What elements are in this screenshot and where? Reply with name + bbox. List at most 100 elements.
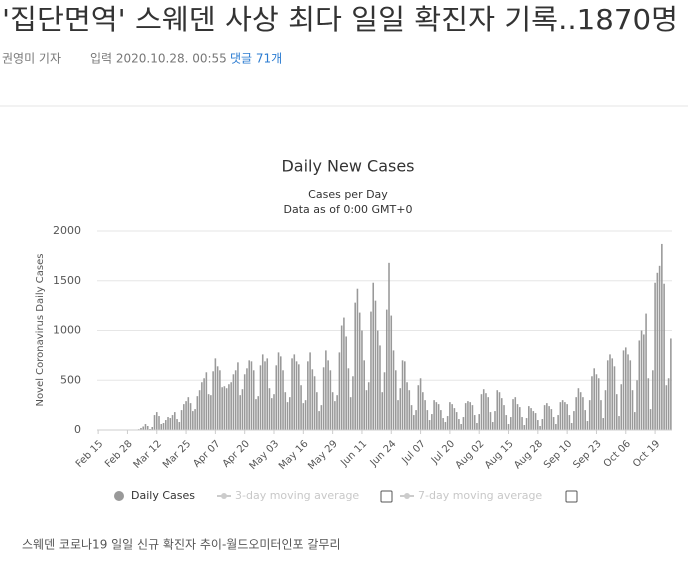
bar — [476, 423, 478, 430]
bar — [413, 415, 415, 430]
bar — [230, 382, 232, 430]
bar — [523, 425, 526, 430]
bar — [212, 371, 214, 430]
bar — [336, 395, 338, 430]
bar — [325, 350, 327, 430]
x-tick-label: May 29 — [306, 438, 340, 472]
bar — [579, 392, 582, 430]
bar — [478, 414, 480, 430]
chart-subtitle: Cases per Day — [308, 188, 388, 201]
bar — [588, 400, 591, 430]
bar — [658, 265, 661, 430]
bar — [358, 312, 361, 430]
bar — [198, 390, 201, 430]
bar — [286, 402, 289, 430]
bar — [485, 393, 487, 430]
bar — [302, 403, 305, 430]
bar — [550, 409, 553, 430]
bar — [304, 400, 307, 430]
bar — [480, 394, 483, 430]
bar — [239, 395, 241, 430]
bar — [158, 416, 160, 430]
bar — [415, 410, 417, 430]
bar — [624, 347, 627, 430]
legend-marker — [221, 493, 227, 499]
bar — [192, 411, 194, 430]
bar — [279, 356, 282, 430]
bar — [295, 361, 298, 430]
bar — [604, 390, 607, 430]
bar — [564, 402, 566, 430]
bar — [453, 408, 456, 430]
bar — [367, 382, 370, 430]
bar — [645, 313, 647, 430]
bar — [654, 282, 656, 430]
x-tick-label: Mar 25 — [161, 438, 193, 470]
bar — [473, 415, 476, 430]
bar — [345, 336, 347, 430]
bar — [347, 368, 350, 430]
comments[interactable]: 댓글 71개 — [230, 52, 282, 66]
bar — [586, 421, 589, 430]
bar — [437, 404, 440, 430]
bar — [257, 396, 260, 430]
x-tick-label: Aug 02 — [454, 438, 487, 471]
bar — [401, 360, 404, 430]
checkbox[interactable] — [565, 490, 578, 503]
bar — [329, 370, 332, 430]
bar — [629, 360, 632, 430]
y-tick-label: 2000 — [53, 224, 81, 237]
legend-marker — [114, 491, 124, 501]
bar — [597, 378, 600, 430]
bar — [634, 412, 636, 430]
x-tick-label: Jun 24 — [368, 438, 399, 469]
bar — [300, 385, 302, 430]
bar — [176, 419, 178, 430]
bar — [410, 405, 413, 430]
bar — [512, 399, 514, 430]
bar — [356, 288, 359, 430]
bar — [500, 398, 503, 430]
legend-label[interactable]: Daily Cases — [131, 489, 195, 502]
bar — [383, 372, 386, 430]
checkbox[interactable] — [380, 490, 393, 503]
bar — [234, 370, 237, 430]
bar — [298, 364, 300, 430]
bar — [647, 378, 650, 430]
bar — [180, 410, 183, 430]
bar — [570, 423, 573, 430]
bar — [250, 361, 253, 430]
bar — [167, 417, 169, 430]
bar — [284, 392, 287, 430]
x-tick-label: May 16 — [277, 438, 311, 472]
bar — [631, 390, 634, 430]
bar — [435, 402, 438, 430]
bar — [385, 309, 388, 430]
bar — [618, 416, 620, 430]
legend-label[interactable]: 3-day moving average — [235, 489, 359, 502]
bar — [390, 315, 393, 430]
bar — [406, 382, 408, 430]
bar — [268, 388, 271, 430]
bar — [503, 405, 505, 430]
bar — [388, 262, 390, 430]
bar — [670, 338, 672, 430]
x-tick-label: Aug 28 — [512, 438, 545, 471]
bar — [548, 406, 550, 430]
bar — [573, 411, 575, 430]
bar — [424, 400, 426, 430]
bar — [643, 334, 645, 430]
bar — [532, 411, 535, 430]
x-tick-label: Aug 15 — [483, 438, 516, 471]
bar — [266, 358, 269, 430]
bar — [185, 401, 187, 430]
bar — [289, 397, 291, 430]
bar — [216, 366, 219, 430]
bar — [246, 368, 248, 430]
bar — [164, 420, 167, 430]
legend-label[interactable]: 7-day moving average — [418, 489, 542, 502]
bar — [528, 406, 530, 430]
x-tick-label: Mar 12 — [132, 438, 164, 470]
y-tick-label: 1000 — [53, 324, 81, 337]
